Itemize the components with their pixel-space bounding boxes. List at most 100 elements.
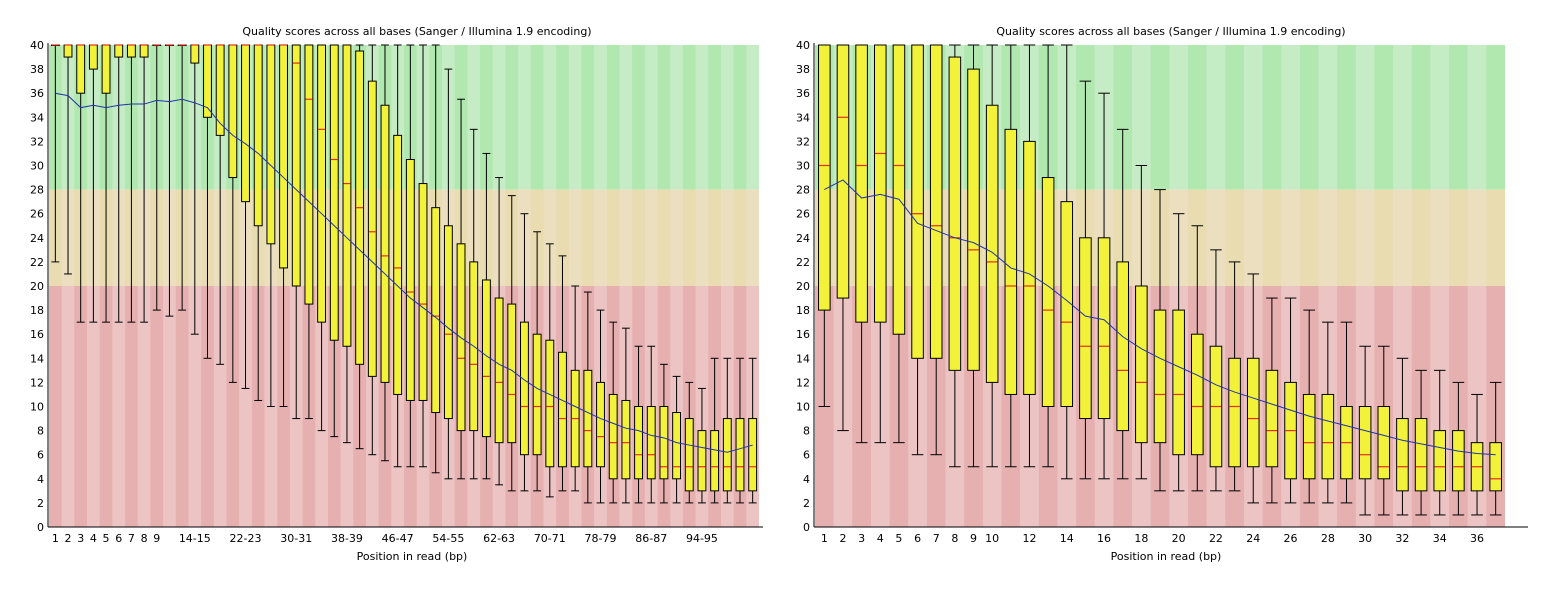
box	[507, 303, 517, 444]
box	[1358, 406, 1372, 480]
box	[1246, 357, 1260, 468]
box	[304, 44, 314, 305]
band-poor-col	[137, 286, 151, 527]
y-tick-label: 12	[30, 376, 44, 389]
x-tick-label: 28	[1321, 532, 1335, 545]
x-tick-label: 9	[153, 532, 160, 545]
band-good-col	[1449, 45, 1469, 190]
box	[266, 44, 276, 245]
box	[1041, 177, 1055, 407]
band-poor-col	[188, 286, 202, 527]
band-reasonable-col	[1374, 189, 1394, 286]
band-good-col	[606, 45, 620, 190]
band-reasonable-col	[581, 189, 595, 286]
band-good-col	[543, 45, 557, 190]
band-good-col	[1374, 45, 1394, 190]
band-poor-col	[112, 286, 126, 527]
band-reasonable-col	[1486, 189, 1506, 286]
band-good-col	[1299, 45, 1319, 190]
y-tick-label: 14	[796, 352, 810, 365]
box	[1396, 418, 1409, 492]
box	[1414, 418, 1428, 492]
y-tick-label: 22	[30, 256, 44, 269]
x-tick-label: 4	[90, 532, 97, 545]
box	[892, 44, 906, 335]
x-tick-label: 22	[1209, 532, 1223, 545]
chart-title: Quality scores across all bases (Sanger …	[996, 25, 1345, 38]
band-good-col	[1486, 45, 1506, 190]
band-reasonable-col	[708, 189, 722, 286]
box	[967, 68, 980, 371]
box	[126, 44, 136, 58]
plot-padding	[1505, 189, 1528, 286]
y-tick-label: 4	[37, 473, 44, 486]
band-good-col	[1337, 45, 1357, 190]
x-tick-label: 22-23	[230, 532, 262, 545]
band-good-col	[530, 45, 544, 190]
box	[443, 225, 453, 420]
y-tick-label: 30	[796, 160, 810, 173]
box	[1153, 309, 1167, 444]
box	[985, 104, 999, 383]
box	[1097, 237, 1111, 420]
box	[1321, 393, 1335, 480]
box	[215, 44, 225, 136]
box	[329, 44, 339, 341]
band-good-col	[657, 45, 671, 190]
x-tick-label: 2	[839, 532, 846, 545]
y-tick-label: 10	[796, 401, 810, 414]
box	[520, 321, 529, 456]
box	[228, 44, 238, 179]
y-tick-label: 30	[30, 160, 44, 173]
x-tick-label: 8	[951, 532, 958, 545]
plot-padding	[1505, 286, 1528, 527]
band-poor-col	[87, 286, 101, 527]
y-tick-label: 34	[796, 111, 810, 124]
band-poor-col	[201, 286, 215, 527]
band-good-col	[1355, 45, 1375, 190]
band-good-col	[1411, 45, 1431, 190]
y-tick-label: 28	[796, 184, 810, 197]
band-good-col	[1243, 45, 1263, 190]
y-tick-label: 20	[30, 280, 44, 293]
x-tick-label: 1	[821, 532, 828, 545]
y-tick-label: 26	[30, 208, 44, 221]
band-good-col	[733, 45, 747, 190]
x-tick-label: 16	[1097, 532, 1111, 545]
plot-padding	[1505, 45, 1528, 190]
y-tick-label: 32	[796, 135, 810, 148]
y-tick-label: 2	[37, 497, 44, 510]
x-tick-label: 86-87	[635, 532, 667, 545]
box	[380, 104, 390, 383]
band-good-col	[1187, 45, 1207, 190]
mean-line	[55, 92, 753, 453]
mean-line	[824, 179, 1496, 456]
box	[1265, 369, 1279, 468]
band-good-col	[1318, 45, 1338, 190]
x-tick-label: 24	[1246, 532, 1260, 545]
box	[545, 339, 555, 468]
band-good-col	[1150, 45, 1170, 190]
band-good-col	[505, 45, 519, 190]
box	[88, 44, 98, 70]
x-axis-label: Position in read (bp)	[1111, 550, 1222, 563]
box	[684, 418, 694, 492]
box	[1489, 442, 1502, 492]
x-tick-label: 26	[1284, 532, 1298, 545]
box	[139, 44, 149, 58]
x-tick-label: 14	[1060, 532, 1074, 545]
box	[1433, 430, 1447, 492]
box	[583, 369, 593, 468]
box	[241, 44, 250, 203]
band-good-col	[492, 45, 506, 190]
band-good-col	[1393, 45, 1413, 190]
box	[672, 412, 682, 480]
x-tick-label: 3	[77, 532, 84, 545]
y-tick-label: 36	[30, 87, 44, 100]
band-good-col	[1225, 45, 1245, 190]
x-tick-label: 32	[1395, 532, 1409, 545]
band-reasonable-col	[733, 189, 747, 286]
box	[911, 44, 924, 359]
